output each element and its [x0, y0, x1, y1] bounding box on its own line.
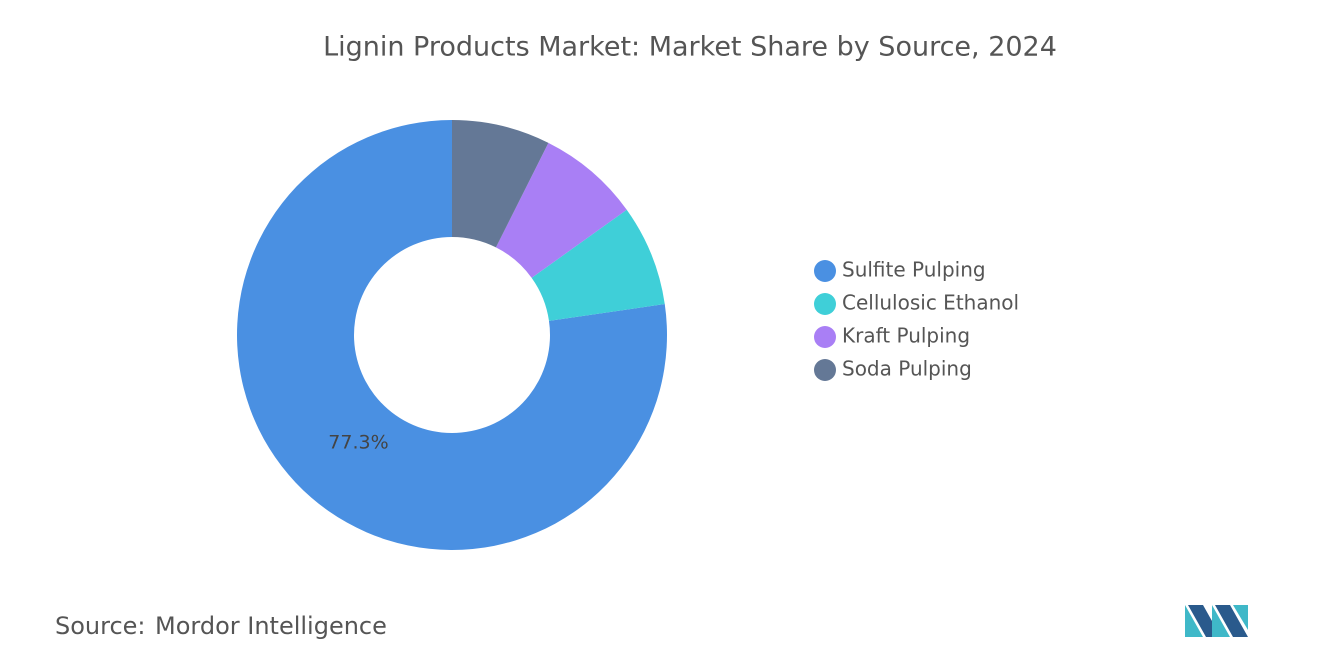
- chart-title: Lignin Products Market: Market Share by …: [323, 32, 1057, 63]
- data-label: 77.3%: [328, 432, 388, 454]
- slice: [495, 142, 627, 278]
- donut: 77.3%: [236, 120, 667, 550]
- legend-marker: [814, 260, 836, 282]
- slice: [236, 120, 667, 550]
- slice: [531, 209, 665, 321]
- logo: [1185, 605, 1248, 637]
- source: Mordor Intelligence: [155, 612, 387, 640]
- slice: [452, 120, 549, 248]
- source-label: Source:: [55, 612, 146, 640]
- legend-marker: [814, 359, 836, 381]
- legend-marker: [814, 326, 836, 348]
- legend-label: Sulfite Pulping: [842, 258, 986, 282]
- legend-label: Cellulosic Ethanol: [842, 291, 1019, 315]
- legend: Sulfite Pulping Cellulosic Ethanol Kraft P…: [814, 258, 1019, 381]
- legend-label: Soda Pulping: [842, 357, 972, 381]
- legend-label: Kraft Pulping: [842, 324, 970, 348]
- legend-marker: [814, 293, 836, 315]
